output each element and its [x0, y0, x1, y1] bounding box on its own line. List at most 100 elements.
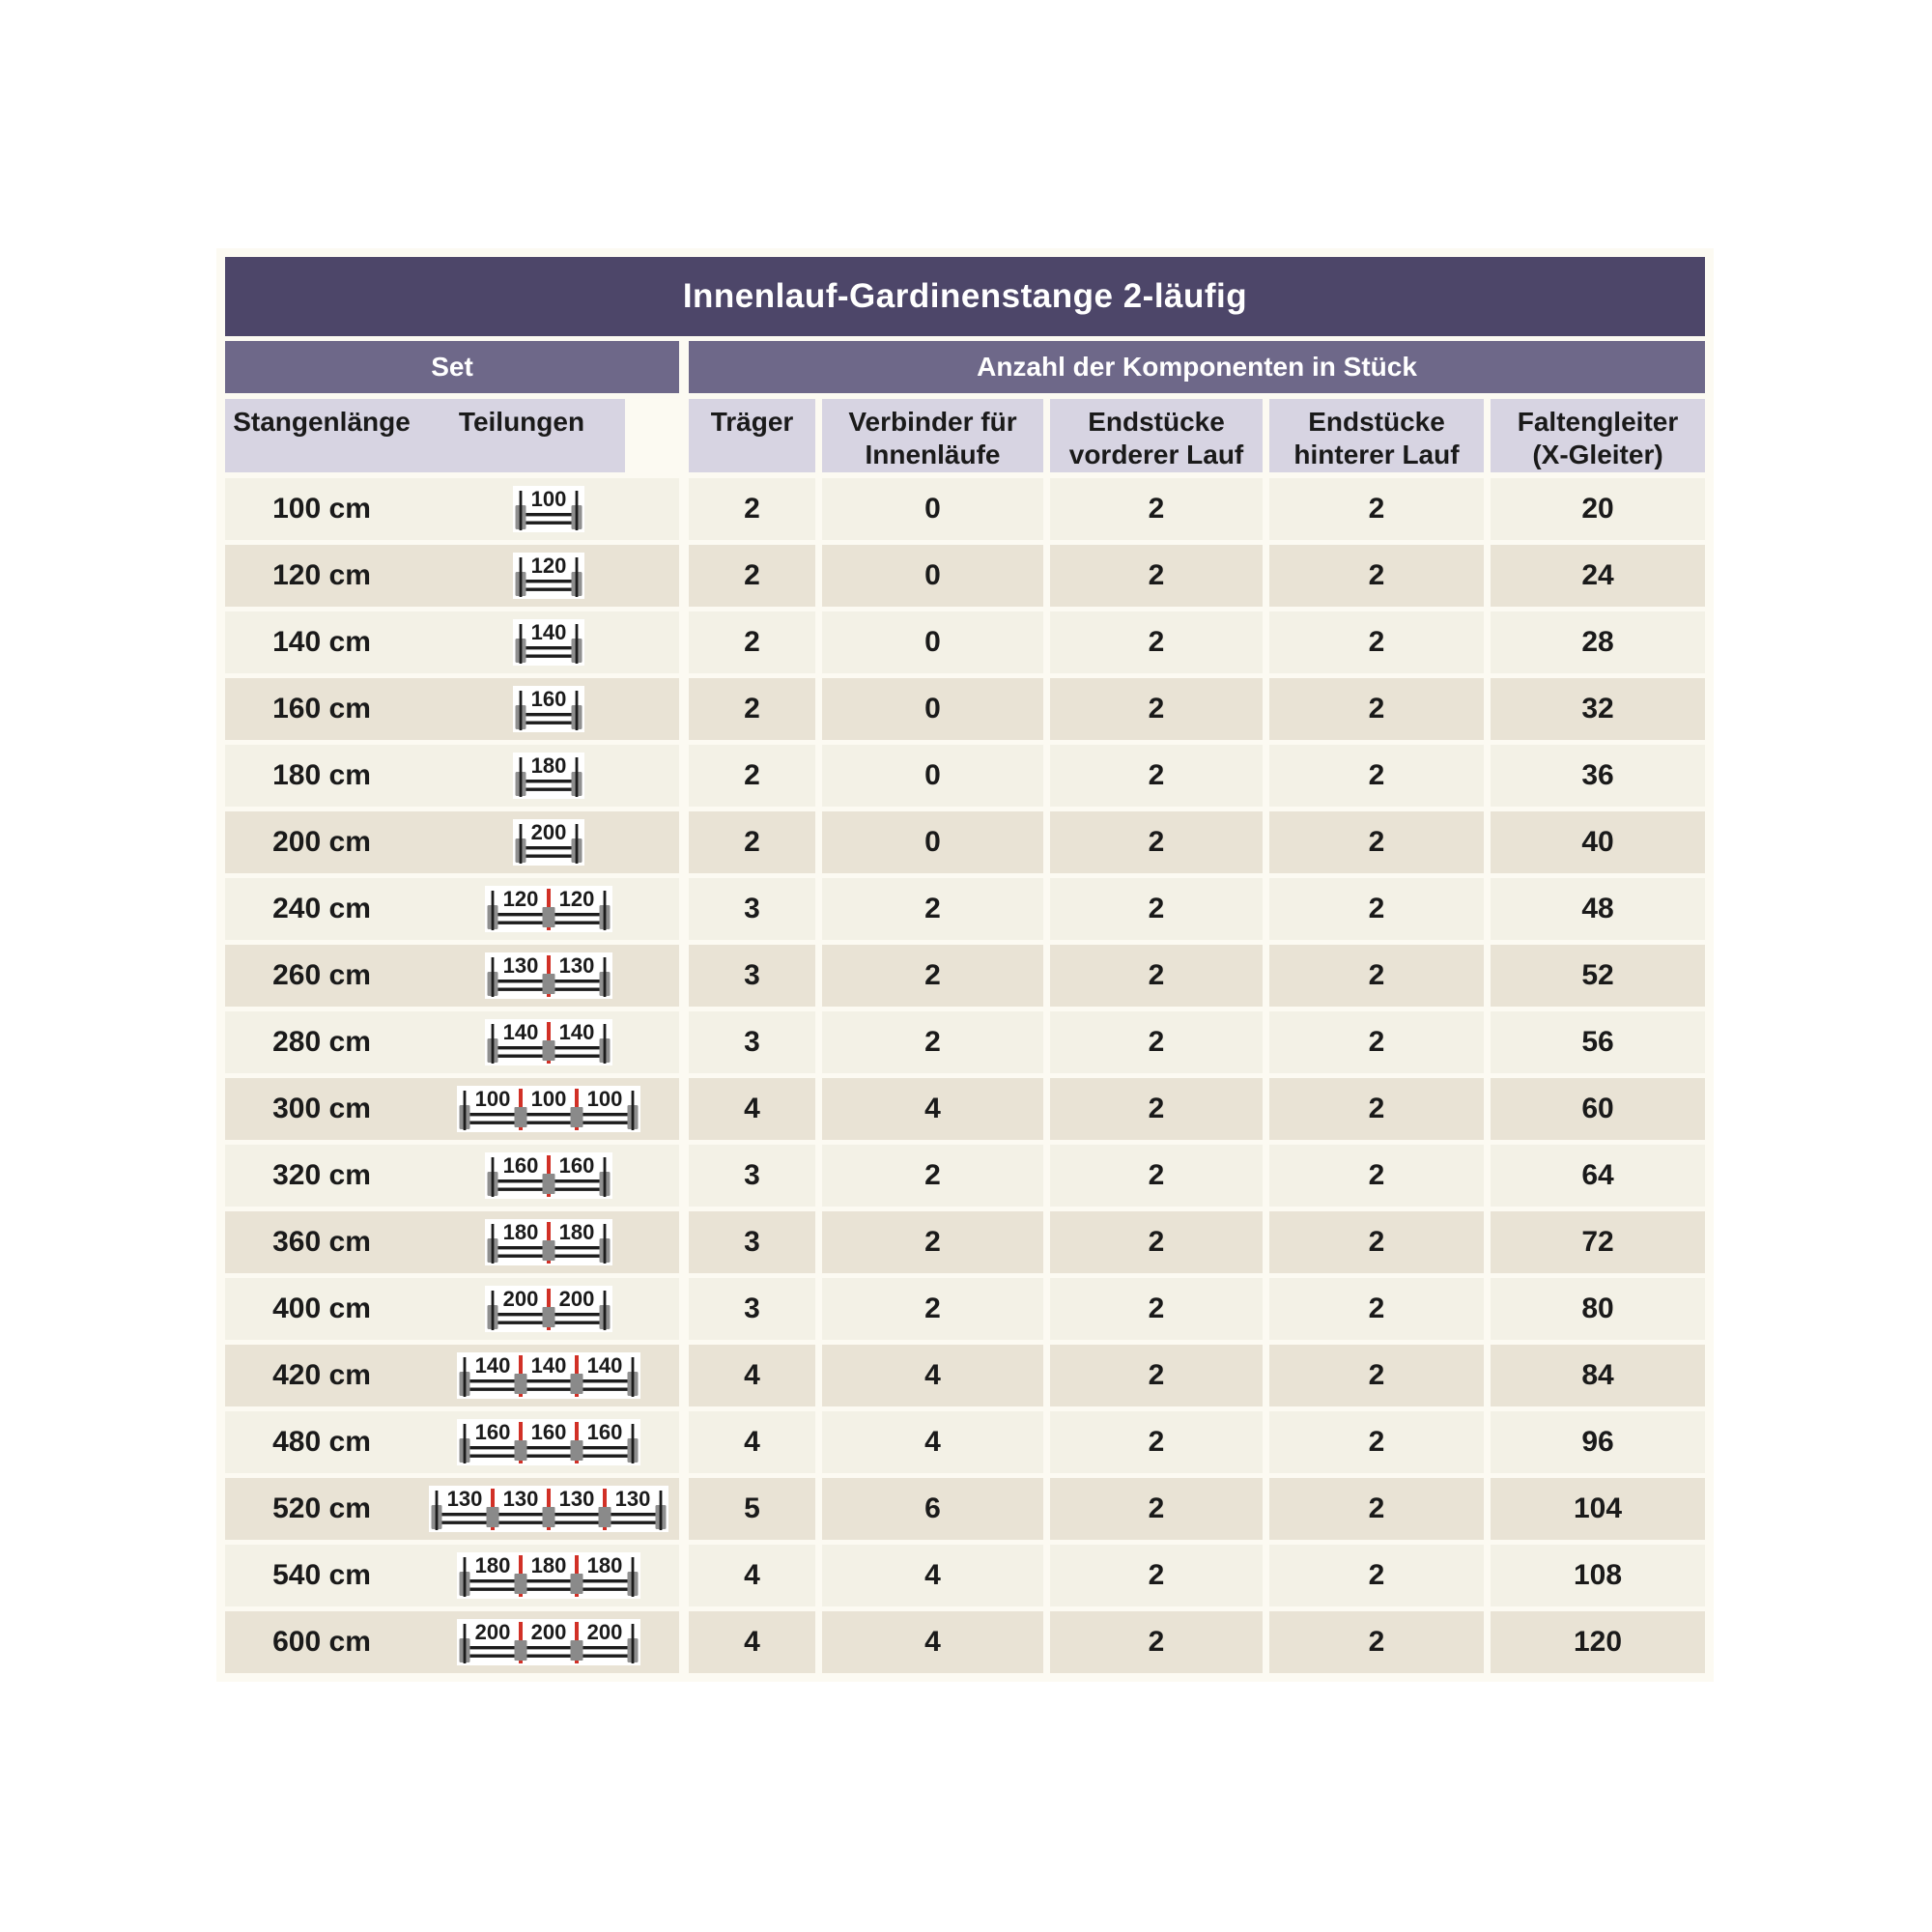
cell-faltengleiter: 108	[1491, 1545, 1705, 1606]
component-table: Innenlauf-Gardinenstange 2-läufig Set An…	[216, 248, 1714, 1682]
svg-text:130: 130	[559, 953, 595, 978]
cell-endstuecke-hinterer: 2	[1269, 1211, 1484, 1273]
cell-endstuecke-vorderer: 2	[1050, 811, 1263, 873]
stangenlaenge-value: 180 cm	[272, 759, 371, 791]
cell-set: 400 cm 200 200	[225, 1278, 679, 1340]
stangenlaenge-value: 120 cm	[272, 559, 371, 591]
cell-faltengleiter: 56	[1491, 1011, 1705, 1073]
cell-endstuecke-hinterer: 2	[1269, 611, 1484, 673]
cell-endstuecke-vorderer: 2	[1050, 1278, 1263, 1340]
cell-faltengleiter: 84	[1491, 1345, 1705, 1406]
cell-traeger: 2	[689, 745, 815, 807]
svg-text:140: 140	[475, 1353, 511, 1378]
stangenlaenge-value: 540 cm	[272, 1559, 371, 1591]
cell-endstuecke-hinterer: 2	[1269, 1078, 1484, 1140]
svg-text:160: 160	[531, 687, 567, 711]
teilungen-rod-diagram: 120	[418, 553, 679, 599]
cell-verbinder: 0	[822, 745, 1043, 807]
stangenlaenge-value: 140 cm	[272, 626, 371, 658]
cell-endstuecke-vorderer: 2	[1050, 1078, 1263, 1140]
table-row: 240 cm 120 120 3 2 2 2 48	[225, 878, 1705, 940]
cell-endstuecke-vorderer: 2	[1050, 1478, 1263, 1540]
stangenlaenge-value: 300 cm	[272, 1093, 371, 1124]
table-row: 320 cm 160 160 3 2 2 2 64	[225, 1145, 1705, 1207]
cell-endstuecke-vorderer: 2	[1050, 678, 1263, 740]
cell-faltengleiter: 72	[1491, 1211, 1705, 1273]
teilungen-rod-diagram: 180 180 180	[418, 1552, 679, 1599]
teilungen-rod-diagram: 200	[418, 819, 679, 866]
stangenlaenge-value: 520 cm	[272, 1492, 371, 1524]
table-row: 480 cm 160 160 160 4 4 2 2 96	[225, 1411, 1705, 1473]
cell-endstuecke-vorderer: 2	[1050, 945, 1263, 1007]
cell-verbinder: 0	[822, 678, 1043, 740]
cell-endstuecke-hinterer: 2	[1269, 1478, 1484, 1540]
svg-text:140: 140	[559, 1020, 595, 1044]
cell-set: 600 cm 200 200 200	[225, 1611, 679, 1673]
cell-set: 520 cm 130 130 130 130	[225, 1478, 679, 1540]
cell-set: 480 cm 160 160 160	[225, 1411, 679, 1473]
table-row: 520 cm 130 130 130 130 5 6 2 2 104	[225, 1478, 1705, 1540]
cell-endstuecke-hinterer: 2	[1269, 1545, 1484, 1606]
stangenlaenge-value: 400 cm	[272, 1293, 371, 1324]
cell-set: 120 cm 120	[225, 545, 679, 607]
stangenlaenge-value: 360 cm	[272, 1226, 371, 1258]
svg-text:160: 160	[503, 1153, 539, 1178]
svg-text:140: 140	[587, 1353, 623, 1378]
cell-endstuecke-hinterer: 2	[1269, 1611, 1484, 1673]
cell-endstuecke-hinterer: 2	[1269, 678, 1484, 740]
cell-faltengleiter: 32	[1491, 678, 1705, 740]
table-row: 280 cm 140 140 3 2 2 2 56	[225, 1011, 1705, 1073]
cell-endstuecke-hinterer: 2	[1269, 1411, 1484, 1473]
cell-faltengleiter: 36	[1491, 745, 1705, 807]
svg-text:100: 100	[475, 1087, 511, 1111]
cell-endstuecke-hinterer: 2	[1269, 478, 1484, 540]
teilungen-rod-diagram: 200 200 200	[418, 1619, 679, 1665]
cell-endstuecke-hinterer: 2	[1269, 1011, 1484, 1073]
svg-text:130: 130	[559, 1487, 595, 1511]
table-row: 600 cm 200 200 200 4 4 2 2 120	[225, 1611, 1705, 1673]
cell-endstuecke-hinterer: 2	[1269, 811, 1484, 873]
teilungen-rod-diagram: 130 130	[418, 952, 679, 999]
svg-text:140: 140	[531, 620, 567, 644]
cell-traeger: 4	[689, 1545, 815, 1606]
column-header-endstuecke-hinterer: Endstücke hinterer Lauf	[1269, 399, 1484, 472]
svg-text:180: 180	[531, 753, 567, 778]
cell-traeger: 2	[689, 478, 815, 540]
table-row: 360 cm 180 180 3 2 2 2 72	[225, 1211, 1705, 1273]
table-row: 160 cm 160 2 0 2 2 32	[225, 678, 1705, 740]
table-body: 100 cm 100 2 0 2 2 20 120 cm 120 2 0 2 2…	[225, 478, 1705, 1673]
cell-traeger: 4	[689, 1345, 815, 1406]
svg-text:200: 200	[531, 820, 567, 844]
svg-text:100: 100	[587, 1087, 623, 1111]
svg-text:200: 200	[559, 1287, 595, 1311]
svg-text:200: 200	[531, 1620, 567, 1644]
cell-faltengleiter: 96	[1491, 1411, 1705, 1473]
cell-traeger: 2	[689, 545, 815, 607]
stangenlaenge-value: 420 cm	[272, 1359, 371, 1391]
cell-traeger: 3	[689, 945, 815, 1007]
cell-traeger: 2	[689, 678, 815, 740]
cell-set: 360 cm 180 180	[225, 1211, 679, 1273]
stangenlaenge-value: 100 cm	[272, 493, 371, 525]
cell-verbinder: 2	[822, 1211, 1043, 1273]
cell-traeger: 5	[689, 1478, 815, 1540]
svg-text:130: 130	[503, 953, 539, 978]
cell-set: 320 cm 160 160	[225, 1145, 679, 1207]
section-header-row: Set Anzahl der Komponenten in Stück	[225, 341, 1705, 393]
cell-traeger: 2	[689, 611, 815, 673]
cell-endstuecke-vorderer: 2	[1050, 745, 1263, 807]
cell-endstuecke-hinterer: 2	[1269, 745, 1484, 807]
svg-text:100: 100	[531, 1087, 567, 1111]
svg-text:130: 130	[615, 1487, 651, 1511]
teilungen-rod-diagram: 100 100 100	[418, 1086, 679, 1132]
svg-text:130: 130	[503, 1487, 539, 1511]
cell-faltengleiter: 52	[1491, 945, 1705, 1007]
cell-endstuecke-vorderer: 2	[1050, 1611, 1263, 1673]
cell-verbinder: 0	[822, 478, 1043, 540]
cell-traeger: 3	[689, 878, 815, 940]
cell-set: 260 cm 130 130	[225, 945, 679, 1007]
table-row: 260 cm 130 130 3 2 2 2 52	[225, 945, 1705, 1007]
cell-verbinder: 4	[822, 1545, 1043, 1606]
stangenlaenge-value: 600 cm	[272, 1626, 371, 1658]
cell-endstuecke-hinterer: 2	[1269, 1345, 1484, 1406]
